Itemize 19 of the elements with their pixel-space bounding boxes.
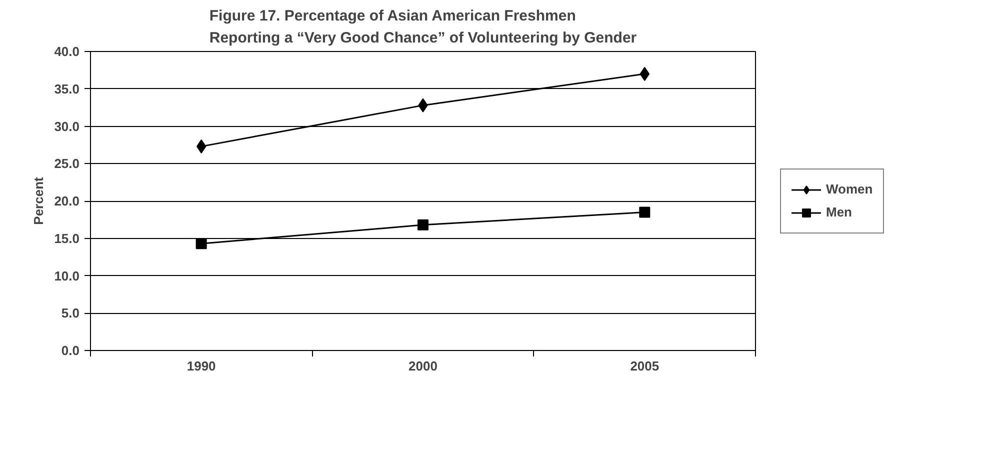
y-tick-label: 25.0 — [54, 156, 80, 172]
y-tick-label: 10.0 — [54, 268, 80, 284]
y-tick-label: 35.0 — [54, 81, 80, 96]
y-tick-label: 20.0 — [54, 194, 80, 208]
y-axis-title: Percent — [31, 176, 46, 225]
legend-label: Women — [826, 182, 873, 196]
y-tick-label: 0.0 — [61, 343, 80, 358]
x-tick-label: 2000 — [408, 358, 438, 374]
y-tick-label: 40.0 — [54, 44, 80, 59]
chart-title: Figure 17. Percentage of Asian American Freshmen Reporting a “Very Good Chance” of Volunteering by Gender — [209, 7, 637, 46]
point — [196, 238, 207, 250]
point — [418, 219, 428, 230]
y-tick-label: 5.0 — [61, 306, 80, 321]
point — [639, 206, 650, 218]
x-tick-label: 1990 — [186, 358, 216, 374]
x-tick-label: 2005 — [630, 358, 660, 374]
y-tick-label: 30.0 — [54, 118, 80, 134]
y-tick-label: 15.0 — [54, 230, 80, 246]
legend-label: Men — [826, 204, 852, 220]
